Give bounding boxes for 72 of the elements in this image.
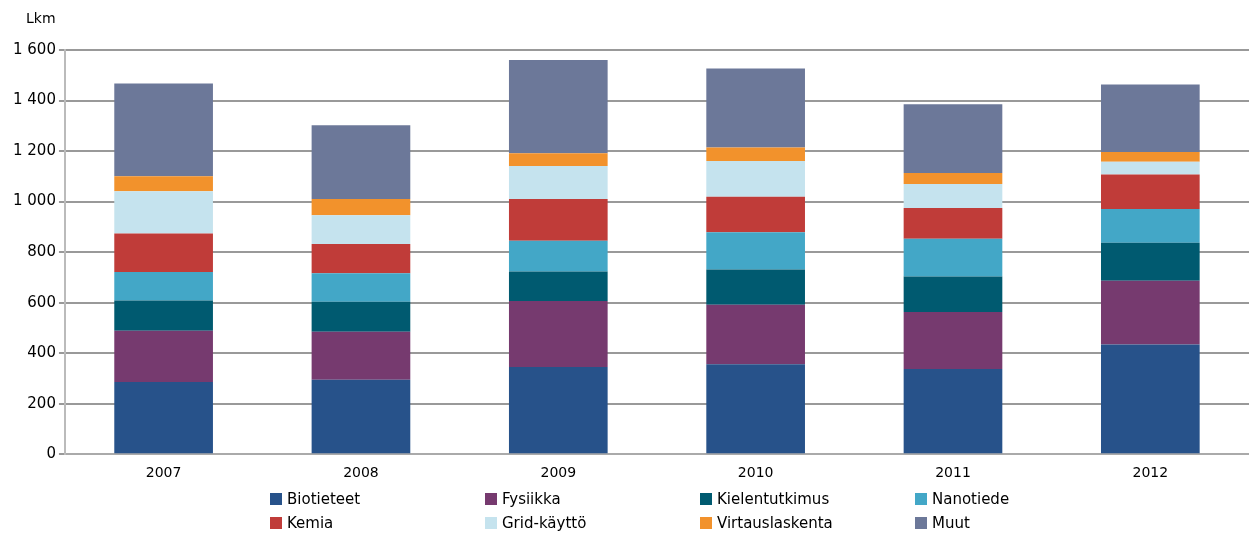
bar (114, 176, 213, 192)
bar (311, 199, 411, 216)
y-tick-label: 400 (27, 343, 56, 362)
bar (114, 83, 213, 177)
legend-label: Grid-käyttö (502, 514, 587, 532)
bar (508, 60, 608, 154)
y-tick-label: 200 (27, 393, 56, 412)
y-tick-label: 1 400 (12, 90, 56, 109)
x-tick-label: 2007 (145, 464, 182, 481)
bar (1100, 174, 1200, 209)
bar (1100, 152, 1200, 162)
bar (114, 381, 213, 454)
bar (903, 183, 1003, 208)
bar (903, 369, 1003, 454)
bar (508, 271, 608, 302)
bar (706, 232, 805, 270)
legend-label: Kielentutkimus (717, 490, 830, 508)
bar (311, 273, 411, 302)
bar (311, 379, 411, 454)
x-tick-label: 2012 (1132, 464, 1169, 481)
bar (706, 160, 805, 197)
x-tick-label: 2009 (540, 464, 577, 481)
legend-label: Muut (932, 514, 970, 532)
legend-label: Kemia (287, 514, 334, 532)
x-tick-label: 2011 (935, 464, 971, 481)
bar (706, 269, 805, 305)
y-tick-label: 1 200 (12, 140, 56, 159)
bar (114, 191, 213, 234)
bar (903, 238, 1003, 277)
bar (706, 196, 805, 233)
bar (114, 300, 213, 331)
legend-label: Fysiikka (502, 490, 561, 508)
bar (508, 301, 608, 368)
bar (114, 272, 213, 301)
bar (114, 330, 213, 382)
legend-label: Biotieteet (287, 490, 361, 508)
x-tick-label: 2008 (343, 464, 379, 481)
bar (114, 233, 213, 273)
legend-label: Nanotiede (932, 490, 1010, 508)
bar (706, 147, 805, 161)
bar (508, 367, 608, 454)
bar (1100, 242, 1200, 281)
bar (1100, 208, 1200, 243)
y-tick-label: 1 000 (12, 191, 56, 210)
bar (508, 165, 608, 200)
bar (706, 304, 805, 365)
y-tick-label: 800 (27, 241, 56, 260)
bar (706, 364, 805, 454)
y-axis-title: Lkm (26, 10, 56, 26)
bar (903, 311, 1003, 370)
bar (508, 199, 608, 241)
y-tick-label: 0 (46, 444, 56, 463)
bar (1100, 344, 1200, 454)
bar (311, 215, 411, 245)
legend-label: Virtauslaskenta (717, 514, 833, 532)
bar (311, 301, 411, 332)
bar (903, 104, 1003, 174)
bar (1100, 280, 1200, 345)
bar (903, 207, 1003, 239)
y-tick-label: 600 (27, 292, 56, 311)
bar (508, 153, 608, 166)
y-tick-label: 1 600 (12, 39, 56, 58)
bar (1100, 84, 1200, 153)
bar (903, 173, 1003, 184)
bar (311, 125, 411, 200)
bar (311, 244, 411, 274)
bar (508, 240, 608, 272)
bar (1100, 161, 1200, 175)
bar (706, 68, 805, 148)
bar (903, 276, 1003, 312)
x-tick-label: 2010 (737, 464, 774, 481)
bar (311, 331, 411, 380)
